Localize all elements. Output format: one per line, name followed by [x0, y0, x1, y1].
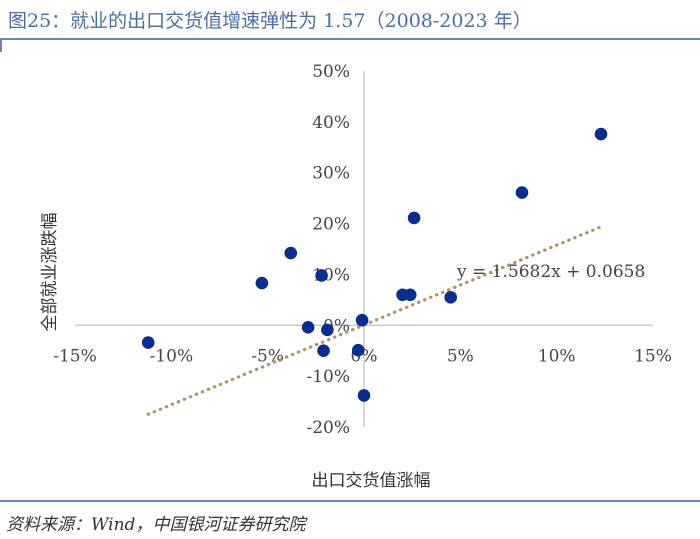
y-tick-label: 50%: [312, 62, 350, 82]
y-tick-label: 20%: [312, 215, 350, 235]
data-point: [594, 127, 608, 141]
data-point: [301, 321, 315, 334]
y-axis-title: 全部就业涨跌幅: [40, 213, 60, 332]
data-point: [357, 389, 371, 402]
data-point: [321, 323, 334, 337]
top-rule: [0, 38, 700, 40]
data-point: [141, 336, 155, 349]
data-point: [351, 343, 365, 357]
x-tick-label: 15%: [634, 346, 672, 366]
bottom-rule: [0, 500, 700, 502]
x-tick-label: 5%: [447, 346, 474, 366]
data-point: [515, 186, 529, 199]
data-point: [315, 269, 328, 282]
data-point: [355, 313, 369, 327]
trendline: [146, 225, 603, 416]
x-tick-label: -10%: [150, 346, 194, 366]
data-point: [255, 276, 269, 290]
y-tick-label: 30%: [312, 164, 350, 184]
figure-title: 图25：就业的出口交货值增速弹性为 1.57（2008-2023 年）: [8, 10, 532, 32]
source-note: 资料来源：Wind，中国银河证券研究院: [6, 515, 306, 535]
y-tick-label: -10%: [306, 367, 350, 387]
left-rule: [0, 38, 2, 52]
data-point: [407, 211, 421, 225]
scatter-chart: -20%-10%0%10%20%30%40%50%-15% -10% -5% 0% 5%…: [40, 62, 672, 491]
data-point: [317, 344, 330, 358]
data-point: [284, 246, 298, 260]
data-point: [444, 291, 458, 304]
x-tick-label: -15%: [53, 346, 97, 366]
x-axis-title: 出口交货值涨幅: [312, 471, 431, 491]
data-point: [403, 288, 417, 302]
trendline-equation: y = 1.5682x + 0.0658: [456, 262, 645, 282]
x-tick-label: 10%: [538, 346, 576, 366]
y-tick-label: 40%: [312, 113, 350, 133]
y-tick-label: -20%: [306, 418, 350, 438]
